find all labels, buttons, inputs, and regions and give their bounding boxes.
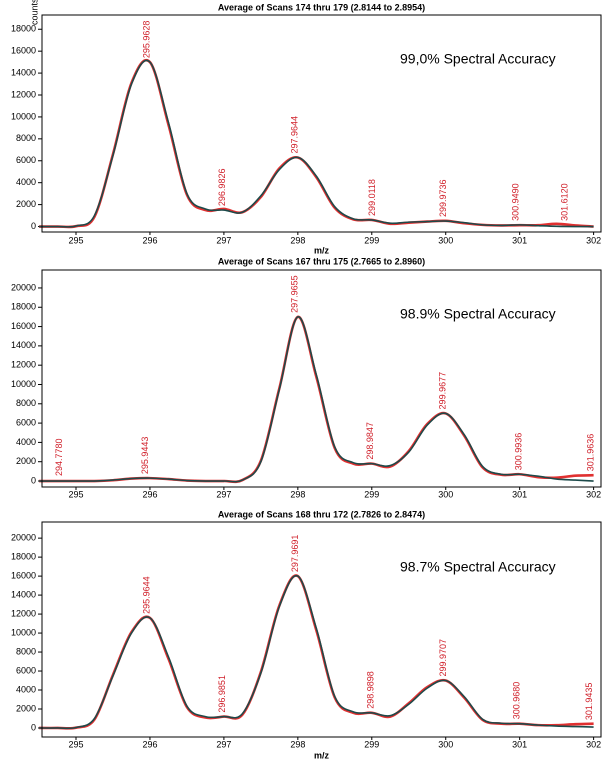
plot-frame (41, 14, 602, 233)
x-tick-label: 296 (142, 235, 157, 245)
y-tick-label: 0 (31, 221, 36, 231)
y-tick-label: 6000 (16, 155, 36, 165)
x-tick-label: 295 (68, 739, 83, 749)
peak-label: 296.9851 (217, 675, 227, 713)
spectrum-line (39, 59, 594, 228)
x-tick-label: 300 (438, 235, 453, 245)
x-tick-label: 298 (290, 739, 305, 749)
y-axis-label: counts (29, 0, 39, 25)
plot-frame (41, 521, 602, 738)
x-tick-label: 301 (512, 739, 527, 749)
x-tick-label: 298 (290, 489, 305, 499)
peak-label: 299.9707 (438, 639, 448, 677)
y-tick-label: 6000 (16, 417, 36, 427)
y-tick-label: 10000 (11, 379, 36, 389)
y-tick-label: 8000 (16, 646, 36, 656)
y-tick-label: 18000 (11, 24, 36, 34)
y-tick-label: 12000 (11, 360, 36, 370)
peak-label: 297.9644 (290, 116, 300, 154)
peak-label: 296.9826 (217, 169, 227, 207)
y-tick-label: 18000 (11, 302, 36, 312)
annotation: 98.9% Spectral Accuracy (400, 306, 556, 322)
x-tick-label: 301 (512, 235, 527, 245)
chart-title: Average of Scans 174 thru 179 (2.8144 to… (218, 2, 425, 12)
y-tick-label: 10000 (11, 111, 36, 121)
x-tick-label: 297 (216, 489, 231, 499)
x-tick-label: 299 (364, 489, 379, 499)
y-tick-label: 16000 (11, 46, 36, 56)
x-tick-label: 301 (512, 489, 527, 499)
y-tick-label: 18000 (11, 551, 36, 561)
annotation: 99,0% Spectral Accuracy (400, 51, 556, 67)
annotation: 98.7% Spectral Accuracy (400, 559, 556, 575)
x-tick-label: 297 (216, 235, 231, 245)
y-tick-label: 2000 (16, 703, 36, 713)
peak-label: 298.9847 (365, 422, 375, 460)
x-axis-label: m/z (314, 750, 330, 760)
peak-label: 301.9636 (585, 434, 595, 472)
y-tick-label: 20000 (11, 282, 36, 292)
y-tick-label: 12000 (11, 608, 36, 618)
peak-label: 297.9655 (290, 275, 300, 313)
x-tick-label: 296 (142, 739, 157, 749)
peak-label: 300.9936 (514, 433, 524, 471)
x-tick-label: 296 (142, 489, 157, 499)
peak-label: 301.6120 (559, 183, 569, 221)
chart-title: Average of Scans 167 thru 175 (2.7665 to… (218, 256, 425, 266)
x-tick-label: 302 (586, 489, 601, 499)
peak-label: 295.9644 (142, 576, 152, 614)
chart-title: Average of Scans 168 thru 172 (2.7826 to… (218, 509, 425, 519)
x-tick-label: 300 (438, 489, 453, 499)
y-tick-label: 16000 (11, 321, 36, 331)
peak-label: 297.9691 (290, 535, 300, 573)
y-tick-label: 14000 (11, 340, 36, 350)
y-tick-label: 8000 (16, 133, 36, 143)
peak-label: 295.9443 (140, 437, 150, 475)
y-tick-label: 8000 (16, 398, 36, 408)
y-tick-label: 4000 (16, 177, 36, 187)
x-tick-label: 298 (290, 235, 305, 245)
y-tick-label: 14000 (11, 589, 36, 599)
x-tick-label: 302 (586, 739, 601, 749)
y-tick-label: 14000 (11, 67, 36, 77)
spectrum-line (39, 574, 594, 730)
y-tick-label: 12000 (11, 89, 36, 99)
x-tick-label: 295 (68, 489, 83, 499)
x-tick-label: 302 (586, 235, 601, 245)
peak-label: 298.9898 (365, 671, 375, 709)
y-tick-label: 2000 (16, 456, 36, 466)
y-tick-label: 6000 (16, 665, 36, 675)
peak-label: 301.9435 (584, 683, 594, 721)
peak-label: 294.7780 (54, 439, 64, 477)
x-tick-label: 297 (216, 739, 231, 749)
y-tick-label: 0 (31, 722, 36, 732)
x-tick-label: 299 (364, 235, 379, 245)
peak-label: 300.9490 (510, 183, 520, 221)
spectrum-line (39, 315, 594, 484)
y-tick-label: 16000 (11, 570, 36, 580)
peak-label: 299.9736 (438, 179, 448, 217)
x-tick-label: 300 (438, 739, 453, 749)
peak-label: 299.9677 (438, 372, 448, 410)
y-tick-label: 10000 (11, 627, 36, 637)
y-tick-label: 20000 (11, 533, 36, 543)
y-tick-label: 2000 (16, 199, 36, 209)
spectrum-line (39, 316, 594, 483)
y-tick-label: 0 (31, 475, 36, 485)
plot-frame (41, 269, 602, 488)
x-tick-label: 295 (68, 235, 83, 245)
peak-label: 300.9680 (512, 682, 522, 720)
peak-label: 295.9628 (142, 21, 152, 59)
x-tick-label: 299 (364, 739, 379, 749)
y-tick-label: 4000 (16, 437, 36, 447)
y-tick-label: 4000 (16, 684, 36, 694)
x-axis-label: m/z (314, 245, 330, 255)
peak-label: 299.0118 (367, 179, 377, 216)
